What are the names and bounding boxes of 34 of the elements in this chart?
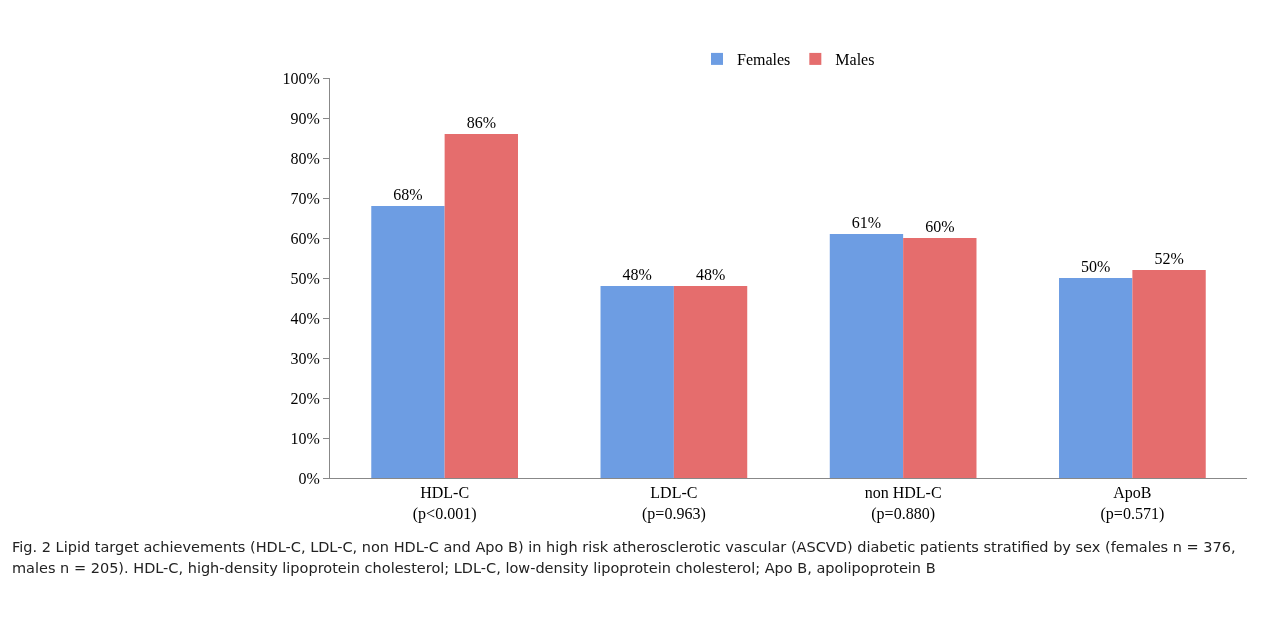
legend-label: Males (835, 51, 875, 69)
y-tick-label: 40% (290, 309, 320, 327)
bar (1132, 270, 1206, 478)
bar (371, 206, 445, 478)
y-tick-label: 60% (290, 229, 320, 247)
y-tick-label: 20% (290, 389, 320, 407)
y-tick-label: 80% (290, 149, 320, 167)
caption: Fig. 2 Lipid target achievements (HDL-C, LDL-C, non HDL-C and Apo B) in high risk atherosclerotic vascular (ASCVD) diabetic patients stratified by sex (females n = 376, males n = 205). HDL-C, high-density lipoprotein cholesterol; LDL-C, low-density lipoprotein cholesterol; Apo B, apolipoprotein B (12, 538, 1237, 578)
text: 61% (851, 214, 882, 231)
y-tick-label: 90% (290, 109, 320, 127)
legend-label: Females (737, 51, 791, 69)
y-tick-label: 10% (290, 429, 320, 447)
y-tick-label: 30% (290, 349, 320, 367)
x-tick-label: ApoB (p=0.571) (1100, 484, 1165, 523)
text: 48% (695, 266, 726, 283)
x-tick-label: non HDL-C (p=0.880) (864, 484, 942, 523)
text: 86% (466, 114, 496, 131)
bar (829, 234, 904, 478)
text: 60% (925, 218, 955, 235)
y-tick-label: 100% (282, 69, 320, 87)
y-tick-label: 70% (290, 189, 320, 207)
text: 48% (622, 266, 652, 283)
y-tick-label: 50% (290, 269, 320, 287)
x-tick-label: HDL-C (p<0.001) (412, 484, 477, 523)
text: 52% (1154, 250, 1184, 267)
y-tick-label: 0% (298, 469, 320, 487)
bar (1059, 278, 1133, 478)
x-tick-label: LDL-C (p=0.963) (642, 484, 706, 523)
text: 68% (393, 186, 423, 203)
bar (600, 286, 674, 478)
bar (903, 238, 977, 478)
bar (444, 134, 518, 478)
bar (673, 286, 748, 478)
text: 50% (1081, 258, 1111, 275)
